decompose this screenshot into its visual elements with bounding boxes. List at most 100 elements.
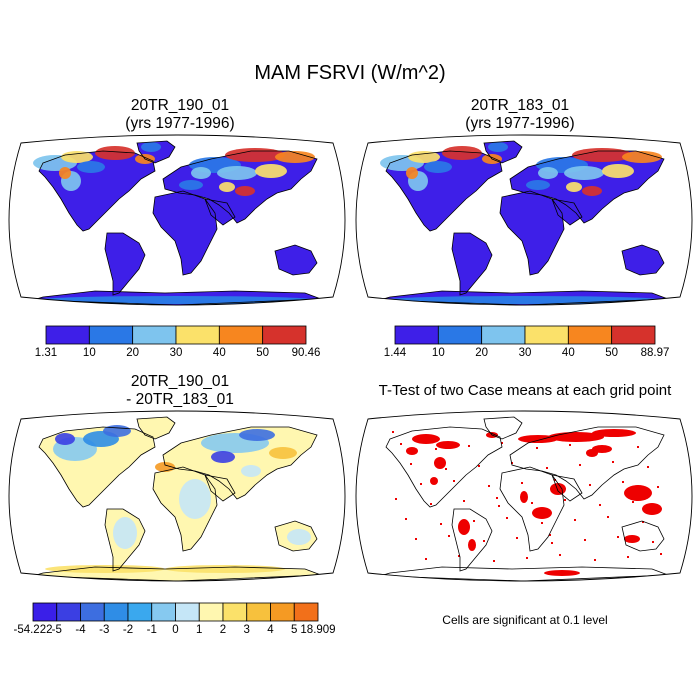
signif-dot-21 [425,558,427,560]
colorbar-box-3 [524,325,569,345]
figure-title: MAM FSRVI (W/m^2) [254,62,446,84]
panel1-title: 20TR_190_01 (yrs 1977-1996) [20,97,340,133]
colorbar-tick-label: 30 [169,347,183,359]
signif-dot-23 [531,502,533,504]
diff-cell-5 [239,429,275,441]
signif-dot-39 [569,444,571,446]
signif-dot-48 [506,517,508,519]
continent-eurasia-coast [162,426,318,500]
continent-arabia-coast [551,198,583,226]
signif-dot-46 [400,443,402,445]
continent-australia-coast [621,520,665,552]
snow-cell-13 [566,182,582,192]
snow-cell-9 [622,151,662,163]
continent-arabia-fill [552,475,582,501]
snow-cell-15 [526,180,550,190]
continent-south-america-fill [105,233,145,295]
panel1-title-line1: 20TR_190_01 [130,97,230,114]
continent-north-america-coast [385,426,503,508]
signif-dot-14 [594,559,596,561]
signif-dot-20 [642,521,644,523]
signif-dot-8 [546,467,548,469]
signif-dot-22 [478,465,480,467]
colorbar-box-0 [32,602,58,622]
continent-north-america-coast [385,150,503,232]
snow-cell-4 [77,161,105,173]
snow-cell-10 [564,166,604,180]
signif-dot-56 [660,553,662,555]
signif-dot-1 [445,468,447,470]
continent-africa-coast [499,190,565,276]
signif-cell-17 [586,449,598,457]
colorbar-tick-label: 50 [256,347,270,359]
signif-dot-47 [453,480,455,482]
continent-arabia-fill [205,475,235,501]
signif-dot-12 [488,485,490,487]
snow-cell-12 [235,186,255,196]
signif-dot-27 [473,520,475,522]
signif-cell-9 [550,483,566,495]
colorbar-panel-3 [32,602,319,622]
colorbar-box-9 [246,602,271,622]
signif-dot-50 [612,461,614,463]
signif-dot-5 [657,486,659,488]
snow-cell-6 [59,167,71,179]
colorbar-tick-label: 30 [518,347,532,359]
continent-eurasia-coast [509,426,665,500]
colorbar-tick-label: 10 [431,347,445,359]
continent-arabia-coast [204,198,236,226]
colorbar-tick-label: 1.31 [34,347,58,359]
colorbar-tick-label: 88.97 [640,347,670,359]
signif-dot-51 [395,498,397,500]
colorbar-tick-label: 90.46 [291,347,321,359]
signif-dot-42 [458,555,460,557]
snow-cell-14 [538,167,558,179]
continent-arabia-fill [205,199,235,225]
colorbar-tick-label: 10 [82,347,96,359]
colorbar-tick-label: -2 [122,624,134,636]
snow-cell-12 [582,186,602,196]
colorbar-tick-label: 0 [172,624,179,636]
signif-dot-37 [463,500,465,502]
panel1-title-line2: (yrs 1977-1996) [125,115,235,132]
diff-cell-8 [113,517,137,549]
snow-cell-14 [191,167,211,179]
colorbar-tick-label: 2 [219,624,227,636]
panel2-title: 20TR_183_01 (yrs 1977-1996) [360,97,680,133]
signif-cell-11 [458,519,470,535]
continent-greenland-coast [483,416,523,440]
colorbar-box-6 [175,602,200,622]
map-content [356,135,692,305]
signif-dot-19 [589,484,591,486]
colorbar-tick-label: -3 [99,624,110,636]
signif-dot-9 [599,504,601,506]
signif-dot-54 [554,479,556,481]
signif-dot-3 [551,542,553,544]
antarctic-band [37,296,317,304]
map-panel-4 [355,410,693,582]
continent-australia-coast [274,244,318,276]
continent-south-america-fill [452,233,492,295]
diff-cell-12 [241,465,261,477]
panel2-title-line2: (yrs 1977-1996) [465,115,575,132]
signif-dot-57 [443,460,445,462]
continent-eurasia-fill [510,427,664,499]
signif-dot-33 [521,482,523,484]
signif-cell-2 [406,447,418,455]
colorbar-box-5 [151,602,176,622]
signif-dot-26 [420,483,422,485]
signif-cell-19 [430,477,438,485]
colorbar-tick-label: 5 [291,624,298,636]
continent-antarctica-fill [380,567,668,581]
continent-eurasia-coast [162,150,318,224]
signif-dot-30 [632,501,634,503]
map-border [8,134,346,306]
signif-dot-59 [549,534,551,536]
continent-north-america-coast [38,150,156,232]
signif-dot-0 [392,431,394,433]
snow-cell-1 [408,151,440,163]
snow-cell-6 [406,167,418,179]
continent-australia-coast [621,244,665,276]
diff-cell-7 [179,479,211,519]
diff-cell-14 [165,565,285,573]
